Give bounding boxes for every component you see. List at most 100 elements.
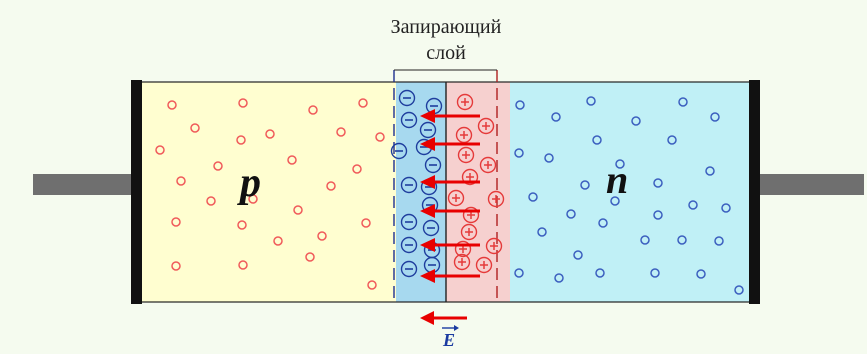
field-arrow-head (420, 109, 435, 123)
negative-ion (419, 121, 437, 139)
p-region (140, 82, 396, 302)
positive-ion-ring (454, 240, 472, 258)
electron-carrier (586, 96, 596, 106)
positive-ion-ring (485, 237, 503, 255)
field-arrow-head (420, 137, 435, 151)
electron-carrier (734, 285, 744, 295)
hole-carrier (171, 217, 181, 227)
hole-carrier (155, 145, 165, 155)
electron-carrier (610, 196, 620, 206)
electron-carrier (580, 180, 590, 190)
field-arrow (420, 109, 480, 123)
positive-ion (460, 223, 478, 241)
hole-carrier (167, 100, 177, 110)
hole-carrier (317, 231, 327, 241)
positive-ion (454, 240, 472, 258)
n-region-label: n (606, 157, 628, 202)
negative-ion (400, 260, 418, 278)
electron-carrier (710, 112, 720, 122)
positive-ion (487, 190, 505, 208)
positive-ion (447, 189, 465, 207)
positive-ion-ring (447, 189, 465, 207)
negative-ion-ring (424, 156, 442, 174)
depletion-label-line1: Запирающий (391, 16, 502, 38)
negative-ion-ring (390, 142, 408, 160)
hole-carrier (293, 205, 303, 215)
hole-carrier (305, 252, 315, 262)
field-arrow-head (420, 175, 435, 189)
field-arrow (420, 175, 480, 189)
field-arrow (420, 204, 480, 218)
electron-carrier (640, 235, 650, 245)
electrons-group (514, 96, 744, 295)
negative-ion-ring (400, 213, 418, 231)
positive-ion-ring (461, 168, 479, 186)
field-legend-arrow-head (420, 311, 434, 325)
hole-carrier (248, 194, 258, 204)
electron-carrier (598, 218, 608, 228)
electron-carrier (631, 116, 641, 126)
electron-carrier (650, 268, 660, 278)
hole-carrier (358, 98, 368, 108)
electron-carrier (615, 159, 625, 169)
negative-ion-ring (400, 260, 418, 278)
positive-ion-ring (457, 146, 475, 164)
hole-carrier (238, 98, 248, 108)
p-region-label: p (237, 160, 261, 206)
electron-carrier (688, 200, 698, 210)
field-symbol: E (442, 330, 455, 350)
right-lead-wire (760, 174, 864, 195)
field-arrow (420, 269, 480, 283)
electron-carrier (528, 192, 538, 202)
negative-ion (390, 142, 408, 160)
field-arrow (420, 238, 480, 252)
positive-ion-ring (479, 156, 497, 174)
hole-carrier (273, 236, 283, 246)
positive-ion (456, 93, 474, 111)
electron-carrier (592, 135, 602, 145)
hole-carrier (326, 181, 336, 191)
hole-carrier (352, 164, 362, 174)
negative-ion-ring (419, 121, 437, 139)
field-arrow-head (420, 269, 435, 283)
field-arrow (420, 137, 480, 151)
field-direction-indicator: E (420, 311, 467, 350)
positive-ion (475, 256, 493, 274)
hole-carrier (238, 260, 248, 270)
negative-ion-ring (422, 219, 440, 237)
n-region (510, 82, 754, 302)
hole-carrier (287, 155, 297, 165)
right-contact (749, 80, 760, 304)
hole-carrier (206, 196, 216, 206)
positive-ion (477, 117, 495, 135)
positive-ion (461, 168, 479, 186)
negative-ion (398, 89, 416, 107)
positive-ion-ring (460, 223, 478, 241)
depletion-negative-side (396, 82, 446, 302)
negative-ion (422, 219, 440, 237)
positive-ion (453, 253, 471, 271)
hole-carrier (171, 261, 181, 271)
negative-ion-ring (400, 111, 418, 129)
electron-carrier (705, 166, 715, 176)
electron-carrier (566, 209, 576, 219)
field-arrows-group (420, 109, 480, 283)
negative-ion (400, 111, 418, 129)
negative-ion-ring (398, 89, 416, 107)
electron-carrier (515, 100, 525, 110)
field-arrow-head (420, 204, 435, 218)
hole-carrier (213, 161, 223, 171)
positive-ion-ring (487, 190, 505, 208)
electron-carrier (537, 227, 547, 237)
hole-carrier (237, 220, 247, 230)
left-contact (131, 80, 142, 304)
electron-carrier (514, 148, 524, 158)
positive-ion (479, 156, 497, 174)
positive-ion-ring (477, 117, 495, 135)
negative-ion (400, 236, 418, 254)
holes-group (155, 98, 385, 290)
electron-carrier (721, 203, 731, 213)
hole-carrier (361, 218, 371, 228)
negative-ion (400, 176, 418, 194)
depletion-label-line2: слой (426, 42, 466, 64)
